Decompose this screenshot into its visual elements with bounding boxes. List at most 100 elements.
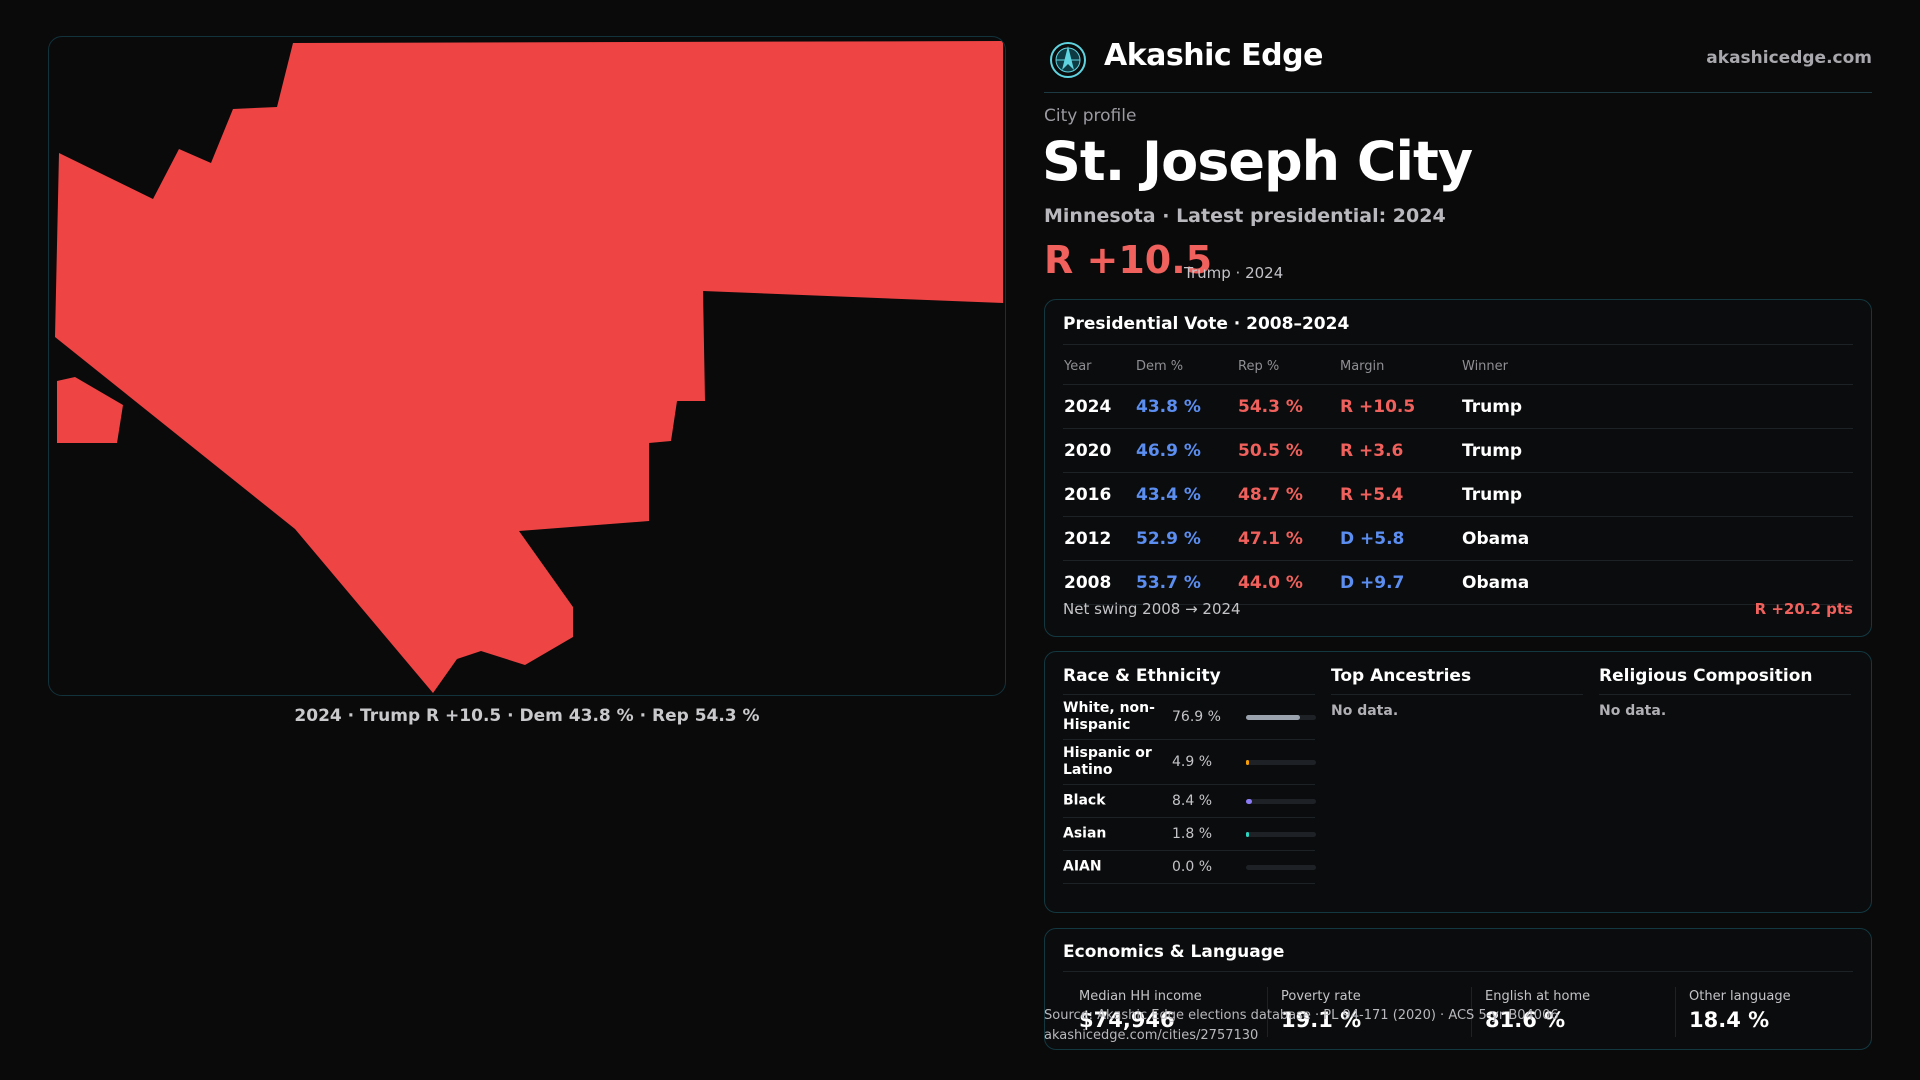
margin-cell: R +3.6 <box>1339 428 1461 473</box>
margin-cell: R +10.5 <box>1339 384 1461 429</box>
list-item: Asian 1.8 % <box>1063 818 1316 851</box>
list-item: White, non-Hispanic 76.9 % <box>1063 695 1316 740</box>
race-bar-track <box>1246 832 1316 837</box>
winner-cell: Obama <box>1461 516 1853 561</box>
top-ancestries-column: Top Ancestries No data. <box>1331 666 1583 719</box>
stat-other-language: Other language 18.4 % <box>1689 989 1791 1032</box>
rep-pct-cell: 44.0 % <box>1237 560 1339 605</box>
city-boundary-map[interactable] <box>48 36 1006 696</box>
race-percent: 8.4 % <box>1172 793 1213 809</box>
profile-eyebrow: City profile <box>1044 106 1137 126</box>
race-label: White, non-Hispanic <box>1063 700 1155 733</box>
column-header-dem: Dem % <box>1135 348 1237 385</box>
economics-language-card: Economics & Language Median HH income $7… <box>1044 928 1872 1050</box>
dem-pct-cell: 46.9 % <box>1135 428 1237 473</box>
source-footer: Source: Akashic Edge elections database … <box>1044 1006 1559 1046</box>
table-row: 2016 43.4 % 48.7 % R +5.4 Trump <box>1063 472 1853 517</box>
compass-globe-icon[interactable] <box>1048 40 1088 80</box>
site-domain-link[interactable]: akashicedge.com <box>1706 48 1872 68</box>
margin-cell: D +9.7 <box>1339 560 1461 605</box>
race-bar-track <box>1246 865 1316 870</box>
winner-cell: Trump <box>1461 472 1853 517</box>
religious-composition-empty: No data. <box>1599 703 1667 719</box>
site-header: Akashic Edge akashicedge.com <box>1044 36 1872 93</box>
race-percent: 76.9 % <box>1172 709 1221 725</box>
religious-composition-title: Religious Composition <box>1599 666 1851 695</box>
list-item: AIAN 0.0 % <box>1063 851 1316 884</box>
divider <box>1267 987 1268 1037</box>
table-row: 2008 53.7 % 44.0 % D +9.7 Obama <box>1063 560 1853 605</box>
latest-margin: R +10.5 <box>1044 238 1213 282</box>
map-svg <box>55 41 1003 693</box>
year-cell: 2020 <box>1063 428 1135 473</box>
table-row: 2024 43.8 % 54.3 % R +10.5 Trump <box>1063 384 1853 429</box>
table-row: 2020 46.9 % 50.5 % R +3.6 Trump <box>1063 428 1853 473</box>
column-header-rep: Rep % <box>1237 348 1339 385</box>
race-bar-fill <box>1246 715 1300 720</box>
city-boundary-shape-islet[interactable] <box>57 377 123 443</box>
race-label: AIAN <box>1063 858 1102 875</box>
rep-pct-cell: 47.1 % <box>1237 516 1339 561</box>
winner-cell: Trump <box>1461 384 1853 429</box>
latest-margin-note: Trump · 2024 <box>1184 264 1284 282</box>
column-header-winner: Winner <box>1461 348 1853 385</box>
year-cell: 2016 <box>1063 472 1135 517</box>
top-ancestries-empty: No data. <box>1331 703 1399 719</box>
rep-pct-cell: 50.5 % <box>1237 428 1339 473</box>
stat-value: 19.1 % <box>1281 1008 1362 1032</box>
race-ethnicity-list: White, non-Hispanic 76.9 % Hispanic or Lat… <box>1063 695 1316 884</box>
divider <box>1063 344 1853 345</box>
stat-label: English at home <box>1485 989 1591 1004</box>
demographics-card: Race & Ethnicity White, non-Hispanic 76.9… <box>1044 651 1872 913</box>
table-row: 2012 52.9 % 47.1 % D +5.8 Obama <box>1063 516 1853 561</box>
profile-subtitle: Minnesota · Latest presidential: 2024 <box>1044 205 1446 227</box>
margin-cell: R +5.4 <box>1339 472 1461 517</box>
city-boundary-shape[interactable] <box>55 41 1003 693</box>
race-bar-fill <box>1246 832 1249 837</box>
stat-english-at-home: English at home 81.6 % <box>1485 989 1590 1032</box>
race-ethnicity-column: Race & Ethnicity White, non-Hispanic 76.9… <box>1063 666 1316 884</box>
table-header-row: Year Dem % Rep % Margin Winner <box>1063 348 1853 385</box>
race-percent: 0.0 % <box>1172 859 1213 875</box>
stat-label: Median HH income <box>1079 989 1202 1004</box>
winner-cell: Obama <box>1461 560 1853 605</box>
page-url-link[interactable]: akashicedge.com/cities/2757130 <box>1044 1028 1259 1043</box>
race-bar-track <box>1246 760 1316 765</box>
margin-cell: D +5.8 <box>1339 516 1461 561</box>
rep-pct-cell: 48.7 % <box>1237 472 1339 517</box>
rep-pct-cell: 54.3 % <box>1237 384 1339 429</box>
race-percent: 4.9 % <box>1172 754 1213 770</box>
year-cell: 2008 <box>1063 560 1135 605</box>
presidential-vote-title: Presidential Vote · 2008–2024 <box>1063 314 1350 334</box>
net-swing-label: Net swing 2008 → 2024 <box>1063 600 1241 618</box>
stat-value: 81.6 % <box>1485 1008 1566 1032</box>
race-label: Hispanic or Latino <box>1063 745 1152 778</box>
stat-median-income: Median HH income $74,946 <box>1079 989 1202 1032</box>
list-item: Hispanic or Latino 4.9 % <box>1063 740 1316 785</box>
winner-cell: Trump <box>1461 428 1853 473</box>
religious-composition-column: Religious Composition No data. <box>1599 666 1851 719</box>
list-item: Black 8.4 % <box>1063 785 1316 818</box>
column-header-margin: Margin <box>1339 348 1461 385</box>
presidential-vote-table: Year Dem % Rep % Margin Winner 2024 43.8 … <box>1063 348 1853 605</box>
race-percent: 1.8 % <box>1172 826 1213 842</box>
dem-pct-cell: 52.9 % <box>1135 516 1237 561</box>
year-cell: 2024 <box>1063 384 1135 429</box>
dem-pct-cell: 53.7 % <box>1135 560 1237 605</box>
top-ancestries-title: Top Ancestries <box>1331 666 1583 695</box>
stat-poverty-rate: Poverty rate 19.1 % <box>1281 989 1361 1032</box>
race-label: Asian <box>1063 825 1107 842</box>
source-citation: Source: Akashic Edge elections database … <box>1044 1008 1559 1023</box>
stat-label: Other language <box>1689 989 1791 1004</box>
brand-name[interactable]: Akashic Edge <box>1104 38 1323 73</box>
divider <box>1675 987 1676 1037</box>
divider <box>1063 971 1853 972</box>
stat-value: 18.4 % <box>1689 1008 1770 1032</box>
stat-label: Poverty rate <box>1281 989 1361 1004</box>
dem-pct-cell: 43.4 % <box>1135 472 1237 517</box>
page-title: St. Joseph City <box>1042 130 1473 193</box>
race-bar-track <box>1246 799 1316 804</box>
race-bar-track <box>1246 715 1316 720</box>
race-bar-fill <box>1246 799 1252 804</box>
economics-language-title: Economics & Language <box>1063 942 1285 962</box>
